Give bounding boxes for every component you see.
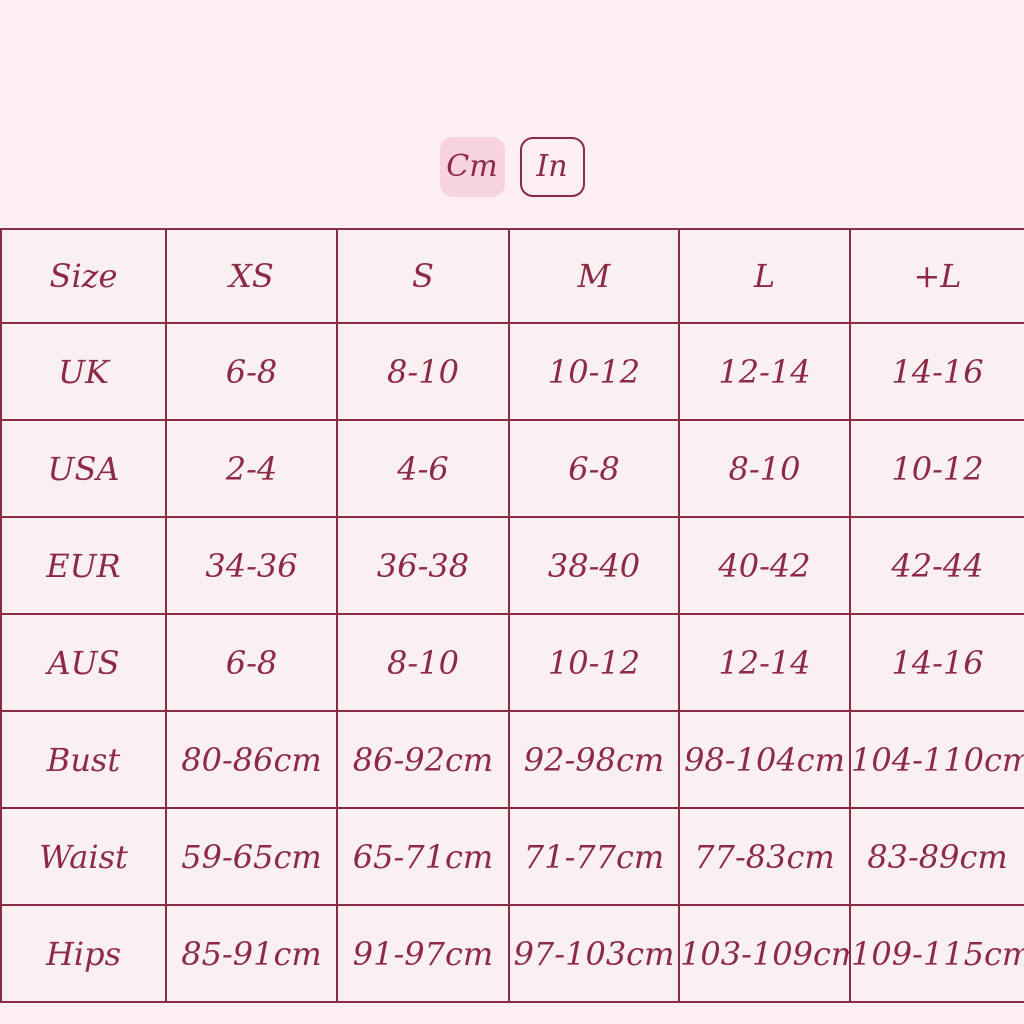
table-cell: 103-109cm — [678, 904, 851, 1003]
header-cell-s: S — [336, 228, 510, 324]
table-cell: 40-42 — [678, 516, 851, 615]
table-cell: 104-110cm — [849, 710, 1024, 809]
table-cell: 2-4 — [165, 419, 338, 518]
row-label: EUR — [0, 516, 167, 615]
size-chart-table: Size XS S M L +L UK 6-8 8-10 10-12 12-14… — [0, 228, 1024, 1003]
table-row-usa: USA 2-4 4-6 6-8 8-10 10-12 — [0, 419, 1024, 518]
table-cell: 71-77cm — [508, 807, 680, 906]
header-cell-size: Size — [0, 228, 167, 324]
table-cell: 8-10 — [678, 419, 851, 518]
table-row-bust: Bust 80-86cm 86-92cm 92-98cm 98-104cm 10… — [0, 710, 1024, 809]
header-cell-xs: XS — [165, 228, 338, 324]
table-cell: 36-38 — [336, 516, 510, 615]
row-label: UK — [0, 322, 167, 421]
table-cell: 59-65cm — [165, 807, 338, 906]
table-cell: 86-92cm — [336, 710, 510, 809]
table-cell: 92-98cm — [508, 710, 680, 809]
unit-cm-button[interactable]: Cm — [439, 137, 505, 197]
table-cell: 4-6 — [336, 419, 510, 518]
table-cell: 10-12 — [849, 419, 1024, 518]
table-cell: 10-12 — [508, 613, 680, 712]
table-row-waist: Waist 59-65cm 65-71cm 71-77cm 77-83cm 83… — [0, 807, 1024, 906]
table-header-row: Size XS S M L +L — [0, 228, 1024, 324]
table-cell: 38-40 — [508, 516, 680, 615]
table-cell: 8-10 — [336, 322, 510, 421]
table-cell: 6-8 — [508, 419, 680, 518]
table-cell: 14-16 — [849, 613, 1024, 712]
row-label: Hips — [0, 904, 167, 1003]
header-cell-m: M — [508, 228, 680, 324]
table-cell: 10-12 — [508, 322, 680, 421]
table-cell: 77-83cm — [678, 807, 851, 906]
table-row-uk: UK 6-8 8-10 10-12 12-14 14-16 — [0, 322, 1024, 421]
unit-in-button[interactable]: In — [519, 137, 585, 197]
table-cell: 6-8 — [165, 322, 338, 421]
table-cell: 98-104cm — [678, 710, 851, 809]
table-cell: 91-97cm — [336, 904, 510, 1003]
header-cell-l: L — [678, 228, 851, 324]
table-cell: 12-14 — [678, 613, 851, 712]
table-cell: 83-89cm — [849, 807, 1024, 906]
table-cell: 65-71cm — [336, 807, 510, 906]
table-cell: 12-14 — [678, 322, 851, 421]
table-cell: 14-16 — [849, 322, 1024, 421]
unit-toggle: Cm In — [0, 137, 1024, 197]
table-row-eur: EUR 34-36 36-38 38-40 40-42 42-44 — [0, 516, 1024, 615]
row-label: USA — [0, 419, 167, 518]
row-label: Waist — [0, 807, 167, 906]
table-cell: 85-91cm — [165, 904, 338, 1003]
table-cell: 80-86cm — [165, 710, 338, 809]
table-cell: 8-10 — [336, 613, 510, 712]
row-label: AUS — [0, 613, 167, 712]
table-row-aus: AUS 6-8 8-10 10-12 12-14 14-16 — [0, 613, 1024, 712]
table-cell: 6-8 — [165, 613, 338, 712]
header-cell-plus-l: +L — [849, 228, 1024, 324]
table-cell: 109-115cm — [849, 904, 1024, 1003]
row-label: Bust — [0, 710, 167, 809]
table-cell: 34-36 — [165, 516, 338, 615]
table-cell: 97-103cm — [508, 904, 680, 1003]
table-row-hips: Hips 85-91cm 91-97cm 97-103cm 103-109cm … — [0, 904, 1024, 1003]
table-cell: 42-44 — [849, 516, 1024, 615]
